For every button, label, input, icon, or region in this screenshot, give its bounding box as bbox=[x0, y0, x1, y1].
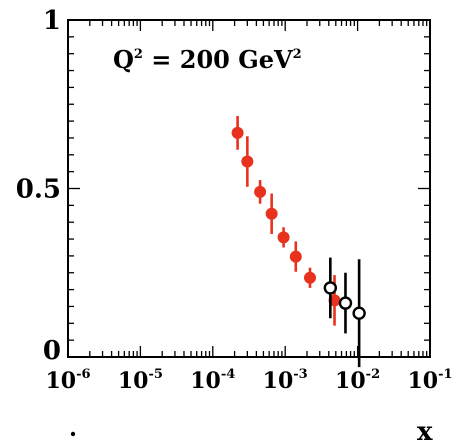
x-tick-label: 10-2 bbox=[335, 367, 380, 394]
y-tick-labels: 00.51 bbox=[16, 6, 61, 366]
x-tick-label: 10-3 bbox=[263, 367, 308, 394]
data-point bbox=[265, 207, 278, 220]
y-tick-label: 0.5 bbox=[16, 175, 61, 205]
data-point bbox=[277, 231, 290, 244]
series-1 bbox=[323, 257, 366, 368]
data-point bbox=[352, 306, 366, 320]
stray-dot bbox=[70, 431, 76, 437]
data-point bbox=[289, 250, 302, 263]
x-tick-labels: 10-6 10-5 10-4 10-3 10-2 10-1 bbox=[45, 367, 452, 394]
x-tick-label: 10-6 bbox=[45, 367, 90, 394]
data-point bbox=[338, 296, 353, 310]
data-point bbox=[303, 271, 316, 284]
data-series bbox=[231, 116, 366, 368]
data-point bbox=[254, 185, 267, 198]
data-point bbox=[231, 126, 244, 139]
annotation: Q2 = 200 GeV2 bbox=[113, 45, 302, 74]
y-tick-label: 1 bbox=[43, 6, 61, 36]
x-tick-label: 10-4 bbox=[190, 367, 235, 394]
x-axis-label: x bbox=[417, 417, 433, 446]
x-tick-label: 10-5 bbox=[118, 367, 163, 394]
x-tick-label: 10-1 bbox=[407, 367, 452, 394]
data-point bbox=[241, 155, 254, 168]
y-tick-label: 0 bbox=[43, 336, 61, 366]
plot-frame bbox=[67, 19, 431, 358]
series-0 bbox=[231, 116, 341, 326]
data-point bbox=[323, 281, 338, 295]
